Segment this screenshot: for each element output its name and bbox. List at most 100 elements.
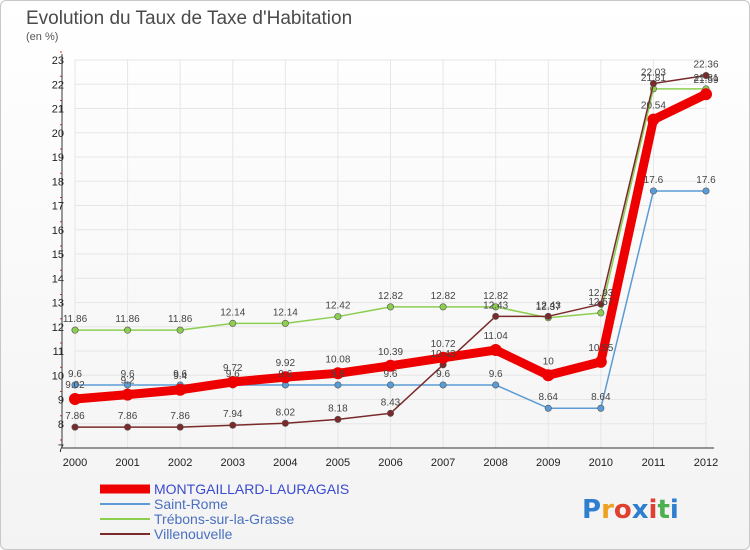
data-label-1: 9.6 bbox=[226, 369, 240, 380]
data-label-2: 12.14 bbox=[220, 307, 245, 318]
series-point-0 bbox=[647, 113, 660, 126]
data-label-3: 7.86 bbox=[65, 411, 85, 422]
series-point-0 bbox=[226, 376, 239, 389]
series-point-2 bbox=[124, 326, 132, 334]
y-tick-label: 20 bbox=[52, 128, 64, 140]
series-point-2 bbox=[334, 313, 342, 321]
series-point-0 bbox=[331, 367, 344, 380]
chart-title: Evolution du Taux de Taxe d'Habitation bbox=[26, 8, 352, 29]
x-tick-label: 2008 bbox=[483, 457, 507, 469]
legend-label: Saint-Rome bbox=[154, 496, 228, 512]
data-label-2: 11.86 bbox=[115, 314, 140, 325]
series-point-0 bbox=[542, 369, 555, 382]
data-label-0: 10 bbox=[543, 356, 555, 367]
data-label-1: 9.6 bbox=[489, 369, 503, 380]
x-tick-label: 2009 bbox=[536, 457, 560, 469]
data-label-2: 11.86 bbox=[168, 314, 193, 325]
data-label-3: 12.43 bbox=[536, 300, 561, 311]
data-label-3: 7.86 bbox=[118, 411, 138, 422]
y-tick-label: 8 bbox=[58, 419, 64, 431]
y-tick-label: 7 bbox=[58, 443, 64, 455]
y-tick-label: 19 bbox=[52, 152, 64, 164]
data-label-0: 10.39 bbox=[378, 347, 403, 358]
brand-letter: o bbox=[614, 495, 632, 525]
series-point-2 bbox=[492, 303, 500, 311]
data-label-0: 11.04 bbox=[484, 331, 509, 342]
data-label-2: 12.37 bbox=[536, 302, 561, 313]
data-label-1: 9.6 bbox=[121, 369, 135, 380]
series-point-3 bbox=[71, 423, 79, 431]
data-label-3: 12.93 bbox=[588, 288, 613, 299]
data-label-3: 8.43 bbox=[381, 397, 401, 408]
data-label-1: 8.64 bbox=[539, 392, 559, 403]
data-label-2: 21.81 bbox=[693, 73, 718, 84]
brand-letter: i bbox=[649, 495, 658, 525]
series-point-0 bbox=[384, 359, 397, 372]
x-tick-label: 2007 bbox=[431, 457, 455, 469]
data-label-2: 12.14 bbox=[273, 307, 298, 318]
data-label-2: 21.81 bbox=[641, 73, 666, 84]
x-tick-label: 2001 bbox=[115, 457, 139, 469]
y-tick-label: 14 bbox=[52, 273, 64, 285]
data-label-3: 22.03 bbox=[641, 68, 666, 79]
series-point-2 bbox=[281, 319, 289, 327]
brand-letter: P bbox=[582, 495, 601, 525]
legend-label: MONTGAILLARD-LAURAGAIS bbox=[154, 481, 349, 497]
chart-subtitle: (en %) bbox=[26, 31, 58, 43]
data-label-2: 12.82 bbox=[483, 291, 508, 302]
series-point-1 bbox=[702, 187, 710, 195]
series-point-3 bbox=[176, 423, 184, 431]
y-tick-label: 12 bbox=[52, 322, 64, 334]
x-tick-label: 2002 bbox=[168, 457, 192, 469]
series-point-0 bbox=[174, 383, 187, 396]
series-point-0 bbox=[700, 88, 712, 101]
x-tick-label: 2010 bbox=[589, 457, 613, 469]
x-tick-label: 2003 bbox=[221, 457, 245, 469]
series-point-1 bbox=[334, 381, 342, 389]
series-point-1 bbox=[649, 187, 657, 195]
series-point-3 bbox=[124, 423, 132, 431]
data-labels: 9.6 9.6 9.6 9.6 9.6 9.6 9.6 9.6 9.6 8.64 8.64 17.6 1… bbox=[63, 60, 719, 423]
series-point-0 bbox=[489, 344, 502, 357]
brand-letter: i bbox=[670, 495, 679, 525]
axes: 7 8 9 10 11 12 13 14 15 16 17 18 19 20 21 22 23 2000 2001 2… bbox=[52, 51, 718, 469]
series-point-1 bbox=[597, 404, 605, 412]
data-label-3: 8.02 bbox=[276, 407, 296, 418]
y-tick-label: 18 bbox=[52, 176, 64, 188]
data-label-0: 9.2 bbox=[121, 376, 135, 387]
data-label-1: 9.6 bbox=[436, 369, 450, 380]
data-label-3: 12.43 bbox=[483, 300, 508, 311]
data-label-1: 9.6 bbox=[384, 369, 398, 380]
data-label-0: 20.54 bbox=[641, 101, 666, 112]
legend-label: Trébons-sur-la-Grasse bbox=[154, 511, 295, 527]
data-label-3: 10.43 bbox=[431, 349, 456, 360]
data-label-1: 9.6 bbox=[278, 369, 292, 380]
series-point-2 bbox=[386, 303, 394, 311]
y-tick-label: 22 bbox=[52, 79, 64, 91]
series-point-0 bbox=[594, 355, 607, 368]
series-point-3 bbox=[281, 419, 289, 427]
data-label-0: 21.59 bbox=[693, 75, 718, 86]
data-label-2: 12.82 bbox=[378, 291, 403, 302]
series-point-0 bbox=[437, 351, 450, 364]
data-label-3: 7.86 bbox=[170, 411, 190, 422]
x-tick-label: 2012 bbox=[694, 457, 718, 469]
data-label-0: 9.02 bbox=[65, 380, 85, 391]
series-point-3 bbox=[386, 409, 394, 417]
series-point-0 bbox=[69, 393, 81, 406]
series-point-2 bbox=[176, 326, 184, 334]
brand-letter: x bbox=[632, 495, 649, 525]
data-label-0: 9.72 bbox=[223, 363, 243, 374]
data-label-3: 8.18 bbox=[328, 403, 348, 414]
brand-text: Proxiti bbox=[582, 495, 679, 525]
x-tick-label: 2006 bbox=[378, 457, 402, 469]
legend: MONTGAILLARD-LAURAGAISSaint-RomeTrébons-… bbox=[100, 481, 349, 542]
series-point-1 bbox=[71, 381, 79, 389]
data-label-0: 10.72 bbox=[431, 339, 456, 350]
y-tick-label: 10 bbox=[52, 370, 64, 382]
series-point-3 bbox=[492, 312, 500, 320]
data-label-1: 9.6 bbox=[68, 369, 82, 380]
series-point-3 bbox=[702, 72, 710, 80]
